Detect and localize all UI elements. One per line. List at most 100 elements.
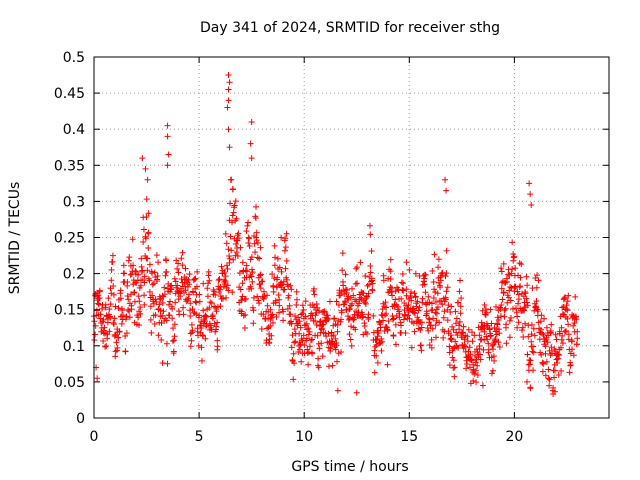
data-point: [461, 336, 468, 343]
data-point: [315, 340, 322, 347]
data-point: [215, 277, 222, 284]
data-point: [508, 314, 514, 321]
data-point: [108, 266, 115, 273]
data-point: [226, 79, 233, 86]
data-point: [94, 375, 101, 382]
data-point: [174, 282, 181, 289]
data-point: [248, 155, 255, 162]
data-point: [528, 202, 535, 209]
data-point: [286, 302, 293, 309]
data-point: [155, 332, 162, 339]
data-point: [429, 325, 436, 332]
data-point: [311, 291, 318, 298]
data-point: [542, 372, 549, 379]
data-point: [140, 239, 147, 246]
data-point: [135, 293, 142, 300]
data-point: [300, 307, 307, 314]
data-point: [428, 344, 435, 351]
data-point: [453, 329, 460, 336]
data-point: [484, 322, 491, 329]
data-point: [524, 378, 531, 385]
data-point: [482, 306, 489, 313]
data-point: [414, 314, 421, 321]
data-point: [561, 295, 568, 302]
data-point: [231, 202, 238, 209]
data-point: [161, 317, 168, 324]
data-point: [324, 312, 331, 319]
data-point: [493, 331, 500, 338]
data-point: [116, 328, 123, 335]
data-point: [327, 345, 334, 352]
data-point: [225, 97, 232, 104]
data-point: [408, 288, 415, 295]
data-point: [545, 366, 552, 373]
data-point: [445, 302, 452, 309]
data-point: [481, 336, 488, 343]
data-point: [534, 272, 541, 279]
data-point: [547, 329, 554, 336]
data-point: [232, 240, 239, 247]
data-point: [155, 259, 162, 266]
data-point: [398, 322, 405, 329]
data-point: [127, 291, 134, 298]
data-point: [180, 311, 187, 318]
data-point: [161, 291, 168, 298]
data-point: [297, 341, 304, 348]
data-point: [214, 337, 221, 344]
data-point: [244, 268, 250, 275]
data-point: [267, 306, 274, 313]
data-point: [455, 345, 462, 352]
data-point: [373, 341, 380, 348]
data-point: [305, 325, 312, 332]
data-point: [283, 257, 290, 264]
data-point: [270, 288, 277, 295]
y-tick-label: 0.15: [54, 303, 85, 319]
data-point: [214, 304, 221, 311]
x-tick-label: 15: [400, 429, 418, 445]
data-point: [430, 295, 437, 302]
data-point: [299, 302, 306, 309]
data-point: [370, 312, 377, 319]
data-point: [506, 334, 513, 341]
data-point: [303, 335, 310, 342]
data-point: [313, 321, 320, 328]
data-point: [291, 339, 298, 346]
data-point: [354, 264, 361, 271]
data-point: [498, 268, 505, 275]
data-point: [499, 296, 506, 303]
data-point: [392, 341, 399, 348]
data-point: [136, 322, 143, 329]
data-point: [238, 297, 245, 304]
data-point: [433, 310, 440, 317]
data-point: [316, 307, 323, 314]
data-point: [476, 332, 483, 339]
data-point: [319, 353, 326, 360]
data-point: [278, 234, 285, 241]
y-axis-title: SRMTID / TECUs: [7, 182, 23, 295]
data-point: [412, 310, 419, 317]
data-point: [512, 265, 519, 272]
data-point: [267, 316, 274, 323]
data-point: [221, 269, 228, 276]
data-point: [559, 332, 566, 339]
data-point: [478, 336, 485, 343]
data-point: [96, 287, 103, 294]
data-point: [442, 176, 449, 183]
data-point: [429, 268, 436, 275]
data-point: [285, 292, 292, 299]
data-point: [204, 293, 211, 300]
data-point: [314, 332, 321, 339]
data-point: [443, 187, 450, 194]
data-point: [236, 269, 243, 276]
data-point: [559, 304, 566, 311]
data-point: [232, 198, 239, 205]
data-point: [228, 176, 235, 183]
data-point: [510, 257, 517, 264]
data-point: [229, 212, 236, 219]
data-point: [175, 289, 182, 296]
data-point: [453, 315, 460, 322]
data-point: [141, 292, 148, 299]
data-point: [171, 275, 178, 282]
data-point: [364, 330, 371, 337]
data-point: [293, 296, 300, 303]
